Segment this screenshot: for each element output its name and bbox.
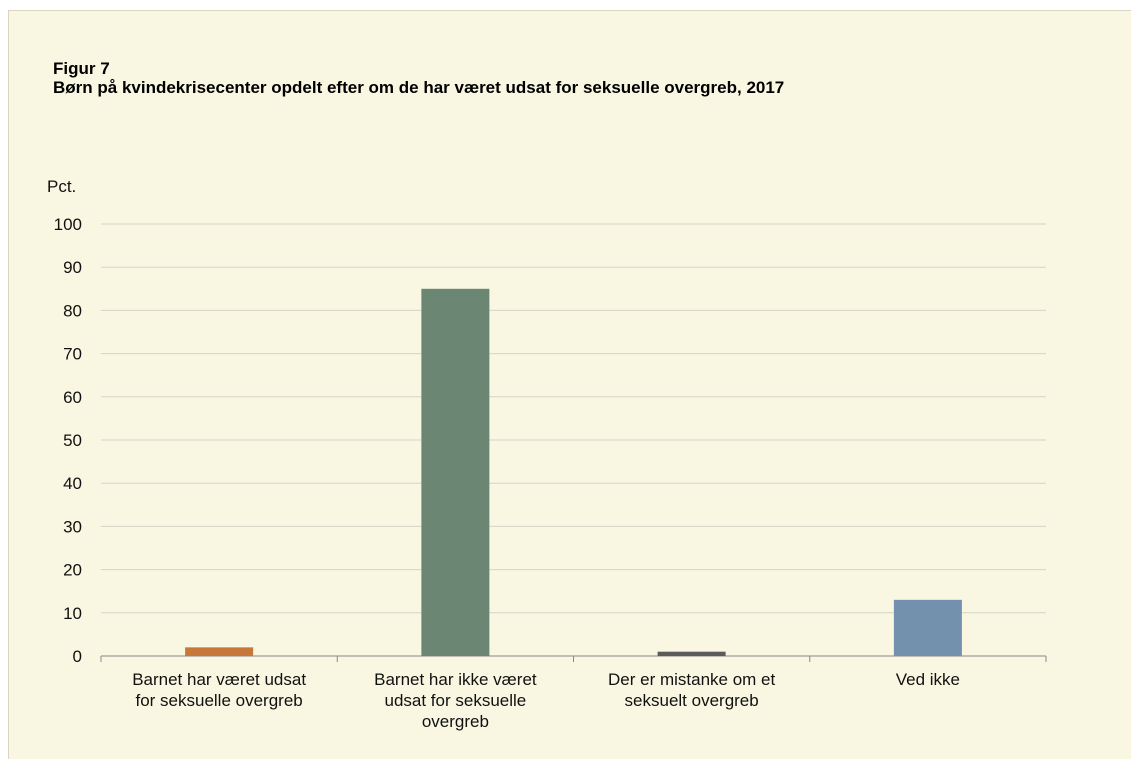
bar-chart: Pct. 0 10 20 30 40 50 60 70 80 90 100 Barnet har vær… [47, 177, 1047, 731]
y-tick-label: 90 [63, 258, 82, 277]
x-tick-label: Ved ikke [896, 670, 960, 689]
y-tick-label: 0 [73, 647, 82, 666]
y-axis-label: Pct. [47, 177, 76, 196]
y-tick-label: 80 [63, 301, 82, 320]
bar [421, 288, 490, 656]
x-tick-label: Der er mistanke om et seksuelt overgreb [608, 670, 775, 710]
figure-panel: Figur 7 Børn på kvindekrisecenter opdelt… [8, 10, 1131, 759]
y-tick-label: 70 [63, 345, 82, 364]
y-tick-label: 100 [54, 215, 82, 234]
figure-label: Figur 7 [53, 59, 110, 78]
y-tick-label: 60 [63, 388, 82, 407]
y-tick-label: 20 [63, 561, 82, 580]
y-tick-label: 30 [63, 517, 82, 536]
bar [185, 647, 254, 656]
bar [893, 599, 962, 656]
y-tick-label: 10 [63, 604, 82, 623]
y-tick-label: 40 [63, 474, 82, 493]
y-tick-label: 50 [63, 431, 82, 450]
bar [657, 651, 726, 656]
x-tick-label: Barnet har været udsat for seksuelle over… [132, 670, 306, 710]
figure-title: Børn på kvindekrisecenter opdelt efter o… [53, 78, 785, 97]
x-tick-label: Barnet har ikke været udsat for seksuelle… [374, 670, 537, 731]
